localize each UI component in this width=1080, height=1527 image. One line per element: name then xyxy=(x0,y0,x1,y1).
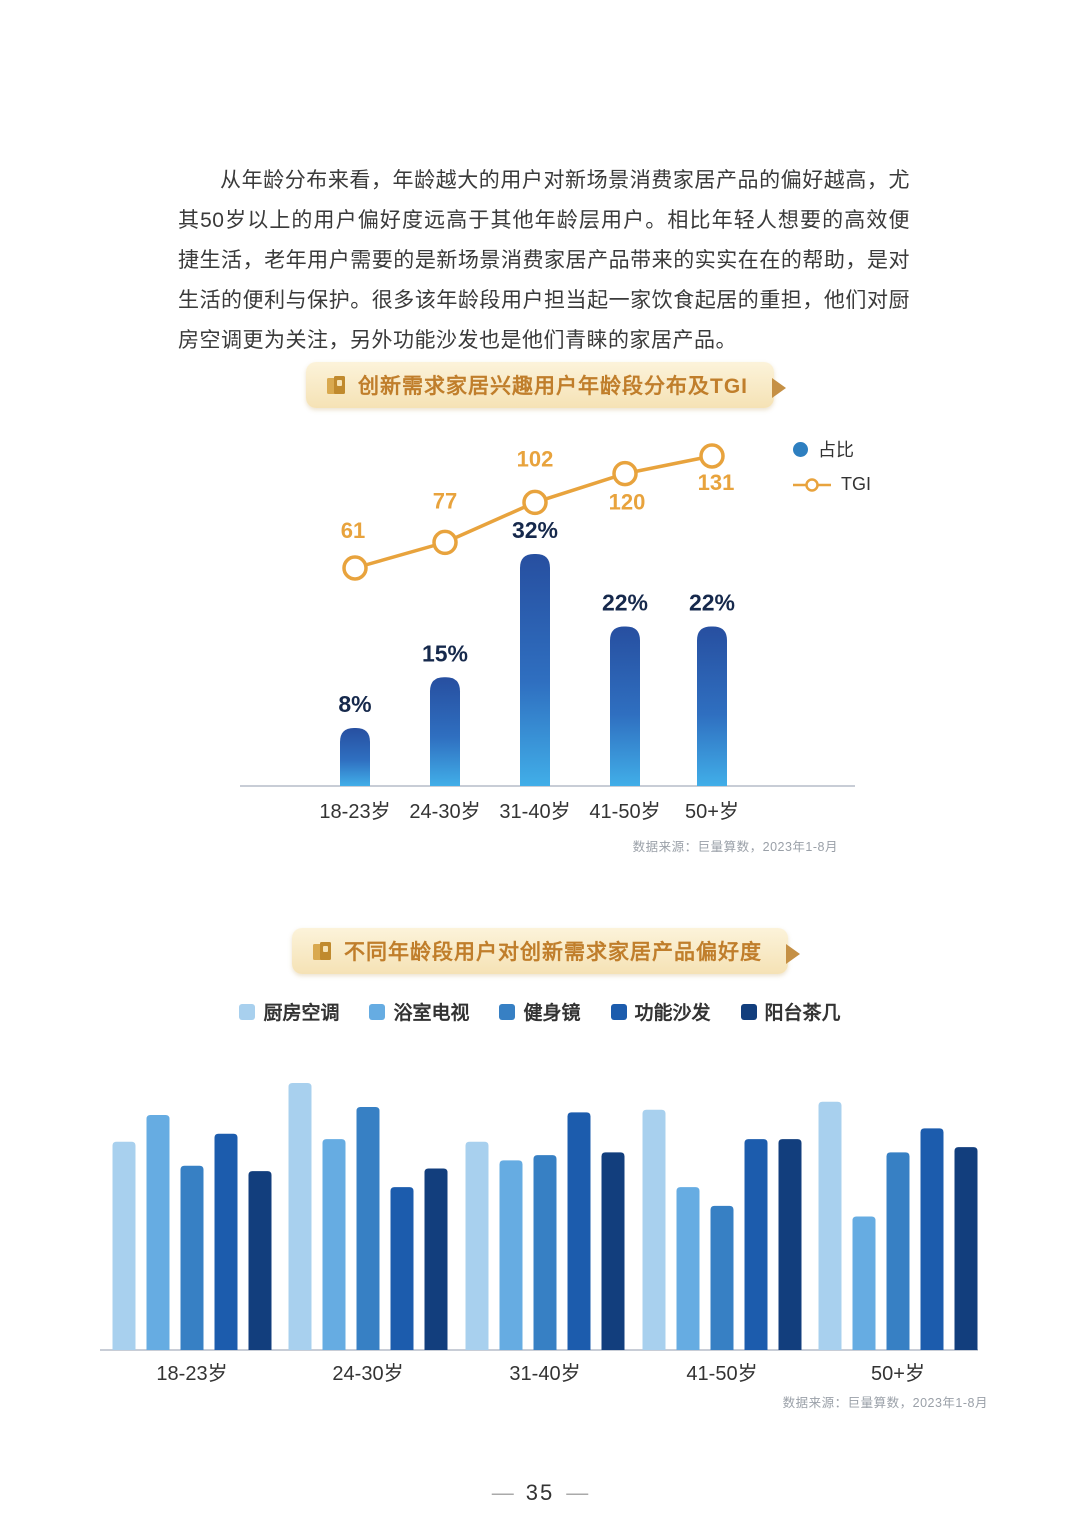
legend-swatch-icon xyxy=(610,1003,627,1020)
share-bar xyxy=(430,677,460,786)
intro-paragraph: 从年龄分布来看，年龄越大的用户对新场景消费家居产品的偏好越高，尤其50岁以上的用… xyxy=(178,169,910,352)
preference-bar xyxy=(920,1128,944,1350)
preference-bar xyxy=(533,1155,557,1350)
chart1-title: 创新需求家居兴趣用户年龄段分布及TGI xyxy=(358,375,748,398)
preference-bar xyxy=(852,1216,876,1350)
preference-bar xyxy=(146,1115,170,1350)
category-label: 18-23岁 xyxy=(319,800,390,823)
preference-bar xyxy=(818,1101,842,1350)
category-label: 31-40岁 xyxy=(509,1362,580,1385)
preference-bar xyxy=(886,1152,910,1350)
legend-swatch-icon xyxy=(239,1003,256,1020)
preference-bar xyxy=(112,1141,136,1350)
legend-label: 功能沙发 xyxy=(634,1003,711,1024)
tgi-value-label: 77 xyxy=(433,488,457,513)
tgi-value-label: 102 xyxy=(517,446,554,471)
preference-bar xyxy=(954,1147,978,1350)
legend-item: 阳台茶几 xyxy=(740,998,841,1025)
tgi-marker xyxy=(612,460,638,487)
preference-bar xyxy=(642,1109,666,1350)
category-label: 18-23岁 xyxy=(156,1362,227,1385)
legend-swatch-icon xyxy=(740,1003,757,1020)
legend-swatch-icon xyxy=(499,1003,516,1020)
tgi-line-marker-icon xyxy=(793,477,831,492)
page-number: — 35 — xyxy=(0,1480,1080,1506)
category-label: 41-50岁 xyxy=(686,1362,757,1385)
preference-bar xyxy=(248,1171,272,1350)
share-bar xyxy=(340,728,370,786)
chart2-source-note: 数据来源：巨量算数，2023年1-8月 xyxy=(782,1396,988,1410)
footer-dash: — xyxy=(491,1480,514,1505)
house-gold-icon xyxy=(327,376,345,394)
preference-bar xyxy=(288,1083,312,1350)
preference-bar xyxy=(710,1205,734,1350)
category-label: 24-30岁 xyxy=(332,1362,403,1385)
chart2-title: 不同年龄段用户对创新需求家居产品偏好度 xyxy=(344,941,762,964)
preference-bar xyxy=(356,1107,380,1350)
preference-bar xyxy=(676,1187,700,1350)
tgi-marker xyxy=(342,555,368,581)
legend-swatch-icon xyxy=(369,1003,386,1020)
bar-value-label: 22% xyxy=(602,590,648,616)
tgi-marker xyxy=(699,443,725,469)
legend-label: 占比 xyxy=(818,440,854,460)
preference-bar xyxy=(424,1168,448,1350)
legend-item: 功能沙发 xyxy=(610,998,711,1025)
preference-bar xyxy=(390,1187,414,1350)
bar-value-label: 32% xyxy=(512,517,558,543)
legend-label: 厨房空调 xyxy=(263,1003,340,1024)
share-bar xyxy=(697,626,727,786)
preference-bar xyxy=(465,1141,489,1350)
legend-item-share: 占比 xyxy=(793,436,871,462)
category-label: 41-50岁 xyxy=(589,800,660,823)
category-label: 24-30岁 xyxy=(409,800,480,823)
tgi-value-label: 61 xyxy=(341,518,365,543)
bar-value-label: 22% xyxy=(689,590,735,616)
preference-grouped-bar-chart: 18-23岁 24-30岁 31-40岁 41-50岁 50+岁 xyxy=(100,1083,978,1385)
preference-bar xyxy=(601,1152,625,1350)
preference-bar xyxy=(214,1133,238,1350)
tgi-value-label: 120 xyxy=(609,490,646,515)
bar-value-label: 8% xyxy=(338,691,371,717)
legend-item: 厨房空调 xyxy=(239,998,339,1025)
legend-item-tgi: TGI xyxy=(793,474,871,495)
share-bar xyxy=(520,554,550,786)
share-bar xyxy=(610,626,640,786)
bar-value-label: 15% xyxy=(422,640,468,666)
legend-item: 健身镜 xyxy=(499,998,581,1025)
preference-bar xyxy=(499,1160,523,1350)
legend-label: 健身镜 xyxy=(523,1003,581,1024)
chart2-title-badge: 不同年龄段用户对创新需求家居产品偏好度 xyxy=(292,928,788,974)
age-distribution-tgi-chart: 8% 15% 32% 22% 22% 61 77 102 120 131 18-23岁 24-30岁 3… xyxy=(240,443,855,823)
preference-bar xyxy=(322,1139,346,1350)
legend-item: 浴室电视 xyxy=(369,998,469,1025)
house-gold-icon xyxy=(313,942,331,960)
category-label: 50+岁 xyxy=(871,1362,925,1385)
tgi-value-label: 131 xyxy=(698,470,735,495)
category-label: 50+岁 xyxy=(685,800,739,823)
category-label: 31-40岁 xyxy=(499,800,570,823)
footer-number: 35 xyxy=(525,1480,555,1505)
chart2-legend: 厨房空调 浴室电视 健身镜 功能沙发 阳台茶几 xyxy=(0,998,1080,1025)
preference-bar xyxy=(778,1139,802,1350)
chart1-legend: 占比 TGI xyxy=(793,436,871,495)
tgi-marker xyxy=(432,529,458,556)
tgi-marker xyxy=(522,489,548,516)
share-dot-icon xyxy=(793,441,808,457)
footer-dash: — xyxy=(566,1480,589,1505)
chart1-source-note: 数据来源：巨量算数，2023年1-8月 xyxy=(632,840,838,854)
legend-label: 阳台茶几 xyxy=(764,1003,841,1024)
legend-label: 浴室电视 xyxy=(393,1003,470,1024)
preference-bar xyxy=(744,1139,768,1350)
chart1-title-badge: 创新需求家居兴趣用户年龄段分布及TGI xyxy=(306,362,774,408)
preference-bar xyxy=(180,1165,204,1350)
legend-label: TGI xyxy=(841,474,871,494)
preference-bar xyxy=(567,1112,591,1350)
